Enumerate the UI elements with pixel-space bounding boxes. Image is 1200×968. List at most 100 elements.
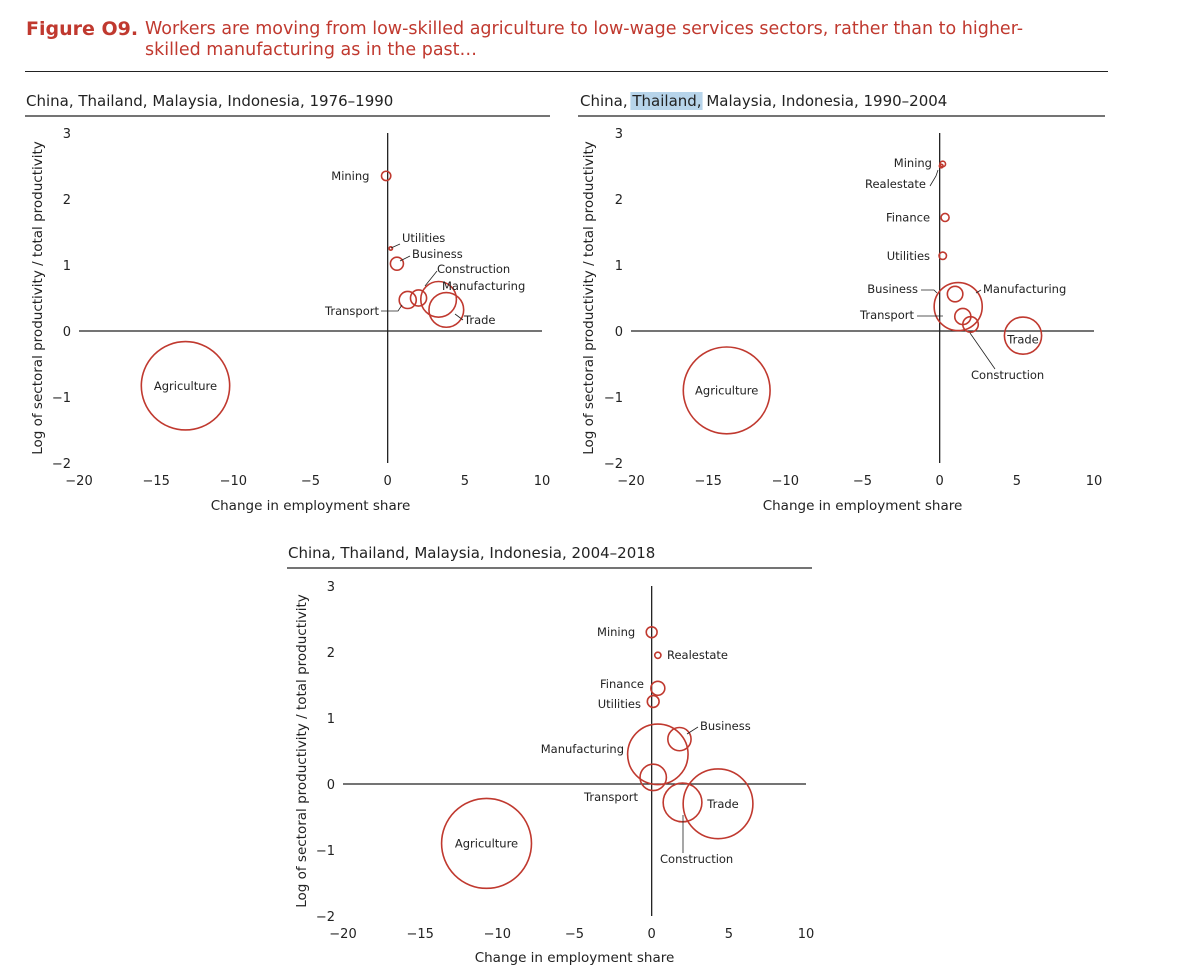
y-tick-label: 2 (327, 646, 335, 661)
x-axis-label: Change in employment share (475, 950, 675, 966)
x-tick-label: −10 (220, 474, 247, 489)
bubble-label-manufacturing: Manufacturing (541, 742, 624, 756)
bubble-business (946, 285, 964, 303)
bubble-label-construction: Construction (437, 262, 510, 276)
chart-title-highlighted-part: Thailand, (631, 92, 701, 110)
bubble-mining (380, 170, 392, 182)
bubble-label-construction: Construction (971, 368, 1044, 382)
bubble-label-agriculture: Agriculture (455, 836, 518, 850)
x-tick-label: −15 (406, 927, 433, 942)
x-tick-label: −15 (694, 474, 721, 489)
x-axis-label: Change in employment share (211, 498, 411, 514)
x-tick-label: −20 (65, 474, 92, 489)
bubble-agriculture (140, 340, 231, 431)
y-axis-label: Log of sectoral productivity / total pro… (30, 141, 46, 455)
y-tick-label: 0 (615, 325, 623, 340)
x-tick-label: 5 (1013, 474, 1021, 489)
bubble-label-business: Business (700, 719, 751, 733)
y-tick-label: −2 (52, 457, 71, 472)
y-tick-label: 3 (615, 127, 623, 142)
y-tick-label: 0 (327, 778, 335, 793)
leader-line-transport (381, 304, 403, 312)
bubble-label-mining: Mining (894, 156, 932, 170)
bubble-finance (650, 680, 666, 697)
figure-header: Figure O9. Workers are moving from low-s… (0, 0, 1110, 74)
x-axis-label: Change in employment share (763, 498, 963, 514)
bubble-label-mining: Mining (331, 169, 369, 183)
bubble-mining (645, 625, 658, 639)
chart-title: China, Thailand, Malaysia, Indonesia, 20… (288, 544, 655, 562)
x-tick-label: 10 (534, 474, 551, 489)
bubble-label-utilities: Utilities (402, 231, 445, 245)
bubble-realestate (938, 163, 944, 169)
bubble-utilities (388, 245, 394, 252)
bubble-realestate (653, 651, 662, 660)
bubble-label-finance: Finance (886, 210, 930, 224)
bubble-label-manufacturing: Manufacturing (442, 279, 525, 293)
bubble-construction (409, 289, 428, 307)
chart-title-part: Thailand, Malaysia, Indonesia, 2004–2018 (339, 544, 655, 562)
chart-title-part: Thailand, Malaysia, Indonesia, 1976–1990 (77, 92, 393, 110)
bubble-label-agriculture: Agriculture (695, 383, 758, 397)
x-tick-label: −20 (329, 927, 356, 942)
x-tick-label: −15 (142, 474, 169, 489)
y-axis-label: Log of sectoral productivity / total pro… (294, 594, 310, 908)
leader-line-realestate (929, 169, 939, 187)
figure-number: Figure O9. (26, 18, 139, 40)
y-tick-label: 3 (63, 127, 71, 142)
bubble-utilities (646, 694, 660, 709)
leader-line-construction (424, 270, 438, 287)
y-tick-label: 1 (63, 259, 71, 274)
bubble-label-manufacturing: Manufacturing (983, 282, 1066, 296)
bubble-finance (940, 212, 950, 223)
x-tick-label: 0 (936, 474, 944, 489)
y-tick-label: −1 (52, 391, 71, 406)
bubble-utilities (938, 251, 948, 261)
y-tick-label: 2 (615, 193, 623, 208)
bubble-business (667, 726, 692, 752)
leader-line-trade (454, 313, 464, 321)
bubble-trade (428, 291, 465, 329)
chart-title-part: China, (288, 544, 340, 562)
leader-line-business (686, 726, 699, 735)
x-tick-label: 0 (648, 927, 656, 942)
bubble-label-utilities: Utilities (887, 249, 930, 263)
x-tick-label: −5 (301, 474, 320, 489)
x-tick-label: −5 (565, 927, 584, 942)
x-tick-label: 10 (1086, 474, 1103, 489)
y-tick-label: 1 (327, 712, 335, 727)
leader-line-manufacturing (975, 289, 982, 294)
x-tick-label: −20 (617, 474, 644, 489)
bubble-label-construction: Construction (660, 852, 733, 866)
x-tick-label: −5 (853, 474, 872, 489)
y-tick-label: −1 (604, 391, 623, 406)
bubble-label-transport: Transport (859, 308, 914, 322)
bubble-trade (682, 768, 754, 840)
x-tick-label: 5 (725, 927, 733, 942)
chart-title: China, Thailand, Malaysia, Indonesia, 19… (580, 92, 947, 110)
x-tick-label: −10 (484, 927, 511, 942)
bubble-label-trade: Trade (706, 797, 739, 811)
bubble-manufacturing (419, 280, 458, 318)
bubble-label-realestate: Realestate (865, 177, 926, 191)
figure-title: Workers are moving from low-skilled agri… (145, 19, 1024, 60)
y-tick-label: 3 (327, 580, 335, 595)
bubble-construction (662, 782, 703, 823)
bubble-label-agriculture: Agriculture (154, 379, 217, 393)
bubble-business (389, 256, 405, 271)
chart-title-part: Malaysia, Indonesia, 1990–2004 (702, 92, 948, 110)
bubble-manufacturing (933, 281, 984, 332)
header-rule (25, 71, 1108, 72)
y-tick-label: 2 (63, 193, 71, 208)
bubble-label-realestate: Realestate (667, 648, 728, 662)
title-highlight (630, 92, 703, 110)
leader-line-business (399, 255, 411, 262)
chart-title: China, Thailand, Malaysia, Indonesia, 19… (26, 92, 393, 110)
y-tick-label: −2 (604, 457, 623, 472)
y-tick-label: −2 (316, 910, 335, 925)
bubble-label-utilities: Utilities (598, 697, 641, 711)
y-tick-label: −1 (316, 844, 335, 859)
bubble-transport (639, 763, 668, 792)
